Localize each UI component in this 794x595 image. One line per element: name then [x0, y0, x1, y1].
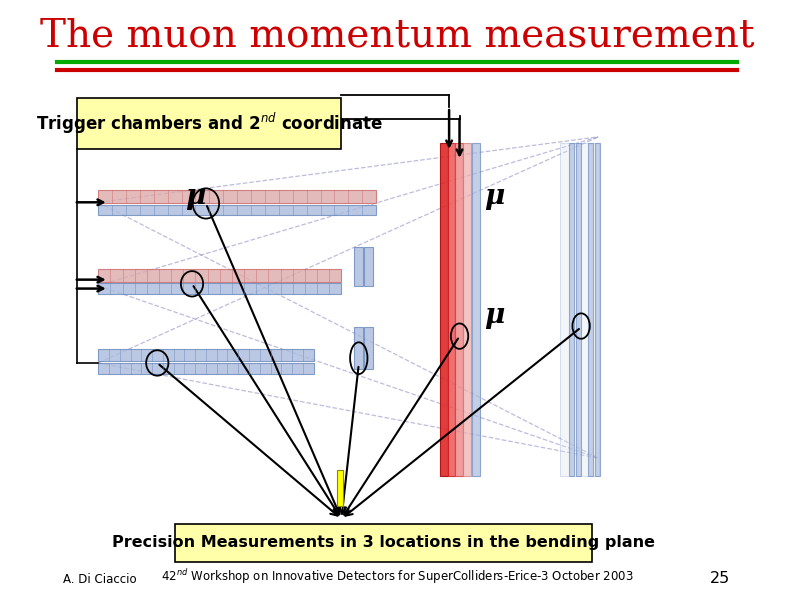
- Bar: [98, 190, 376, 203]
- Text: The muon momentum measurement: The muon momentum measurement: [40, 17, 754, 54]
- Bar: [472, 143, 480, 476]
- Text: μ: μ: [484, 302, 504, 329]
- Bar: [354, 247, 363, 286]
- Bar: [98, 205, 376, 215]
- Text: A. Di Ciaccio: A. Di Ciaccio: [64, 573, 137, 586]
- Bar: [98, 363, 314, 374]
- Bar: [98, 349, 314, 361]
- Bar: [77, 98, 341, 149]
- Text: μ: μ: [484, 183, 504, 210]
- Bar: [576, 143, 581, 476]
- Bar: [440, 143, 448, 476]
- Bar: [569, 143, 574, 476]
- Text: μ: μ: [185, 183, 206, 210]
- Text: 25: 25: [711, 571, 730, 586]
- Bar: [463, 143, 471, 476]
- Bar: [364, 327, 373, 369]
- Text: Trigger chambers and 2$^{nd}$ coordinate: Trigger chambers and 2$^{nd}$ coordinate: [36, 111, 383, 136]
- Bar: [448, 143, 456, 476]
- Bar: [337, 470, 344, 506]
- Bar: [364, 247, 373, 286]
- Bar: [98, 269, 341, 282]
- Bar: [354, 327, 363, 369]
- Bar: [175, 524, 592, 562]
- Text: Precision Measurements in 3 locations in the bending plane: Precision Measurements in 3 locations in…: [112, 536, 654, 550]
- Bar: [561, 143, 599, 476]
- Text: 42$^{nd}$ Workshop on Innovative Detectors for SuperColliders-Erice-3 October 20: 42$^{nd}$ Workshop on Innovative Detecto…: [160, 567, 634, 586]
- Bar: [595, 143, 600, 476]
- Bar: [456, 143, 463, 476]
- Bar: [588, 143, 593, 476]
- Bar: [98, 283, 341, 294]
